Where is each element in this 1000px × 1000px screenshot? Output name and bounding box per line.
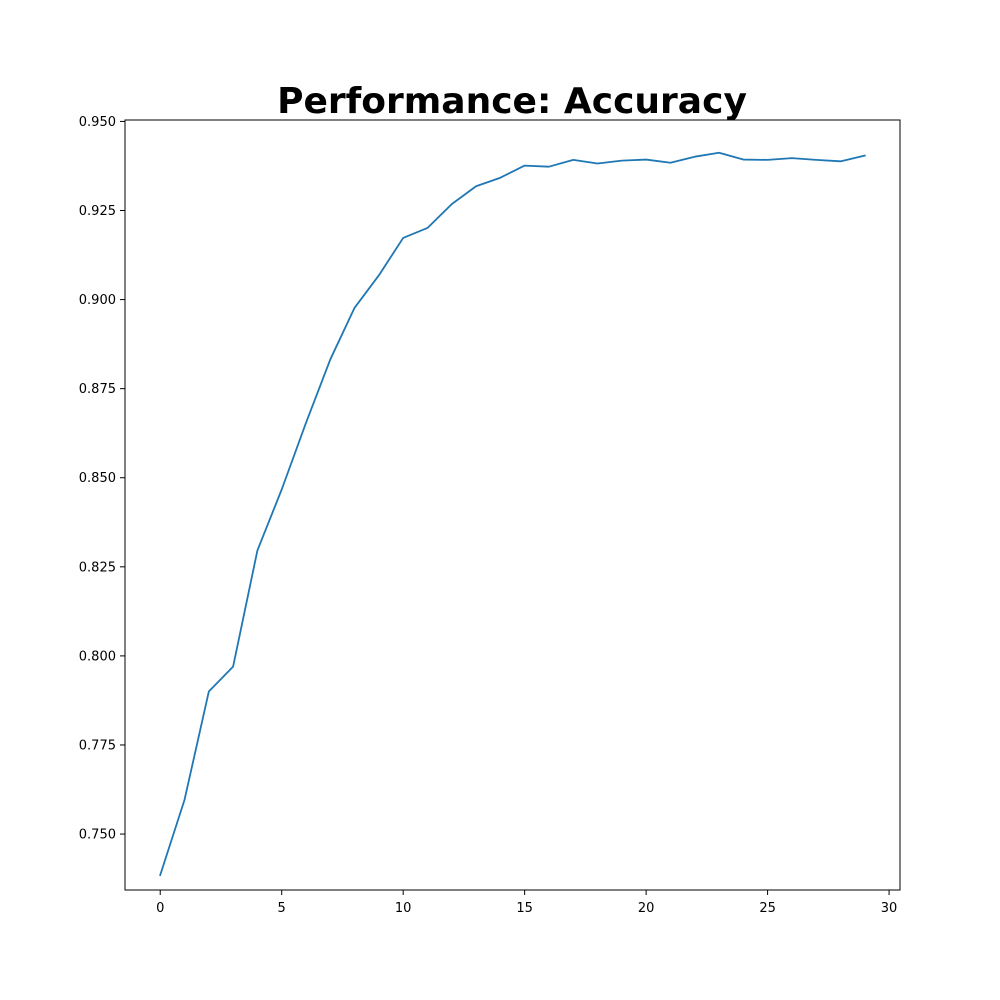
y-tick-label: 0.925 xyxy=(79,204,116,219)
x-axis: 0 5 10 15 20 25 30 xyxy=(156,890,897,916)
y-tick-label: 0.750 xyxy=(79,828,116,843)
y-tick-label: 0.950 xyxy=(79,115,116,130)
y-tick-label: 0.800 xyxy=(79,649,116,664)
accuracy-series-line xyxy=(159,151,866,877)
x-tick-label: 30 xyxy=(881,901,898,916)
x-tick-label: 15 xyxy=(516,901,533,916)
y-tick-label: 0.875 xyxy=(79,382,116,397)
x-tick-label: 5 xyxy=(278,901,286,916)
y-tick-label: 0.825 xyxy=(79,560,116,575)
x-tick-label: 0 xyxy=(156,901,164,916)
y-axis: 0.750 0.775 0.800 0.825 0.850 0.875 0.900 0.925… xyxy=(79,115,125,843)
x-tick-label: 20 xyxy=(638,901,655,916)
chart-title: Performance: Accuracy xyxy=(277,81,747,122)
series-layer xyxy=(159,151,866,877)
x-tick-label: 25 xyxy=(759,901,776,916)
y-tick-label: 0.900 xyxy=(79,293,116,308)
plot-area-frame xyxy=(124,119,901,891)
y-tick-label: 0.775 xyxy=(79,738,116,753)
x-tick-label: 10 xyxy=(395,901,412,916)
y-tick-label: 0.850 xyxy=(79,471,116,486)
